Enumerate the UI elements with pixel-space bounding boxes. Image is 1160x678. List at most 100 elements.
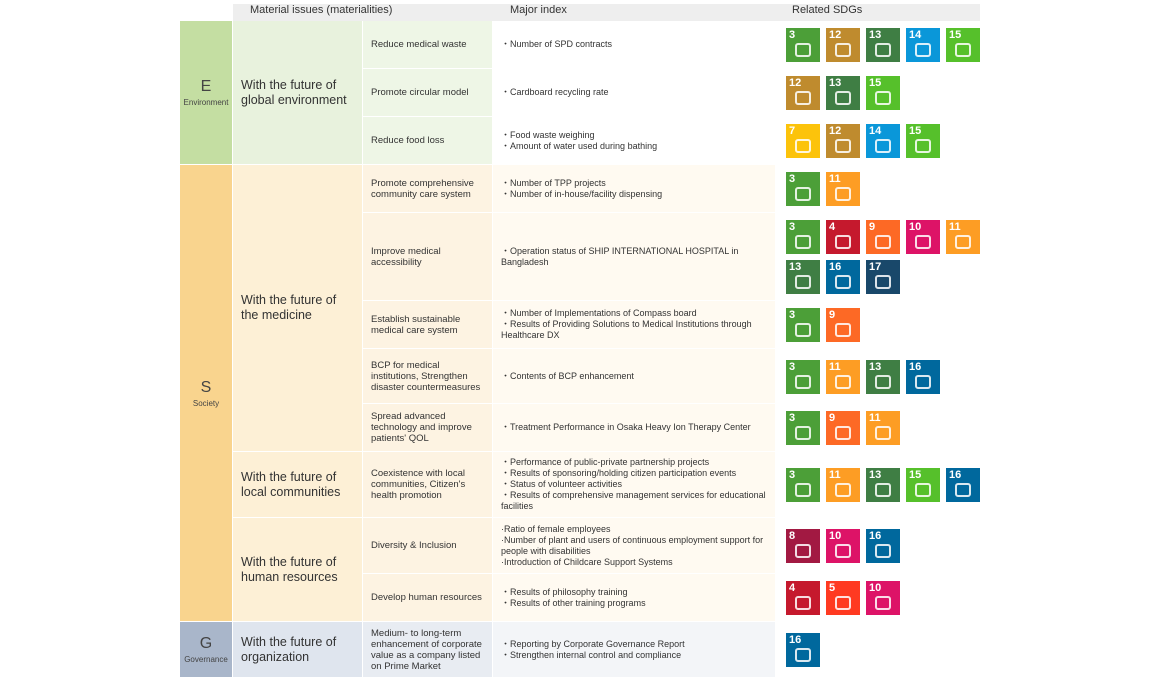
sdg-icon: 16 — [906, 359, 940, 394]
index-line: ・Number of in-house/facility dispensing — [501, 188, 663, 199]
index-cell: ・Number of Implementations of Compass bo… — [493, 301, 776, 349]
sdg-icon: 15 — [906, 468, 940, 502]
sdg-icon: 4 — [786, 581, 820, 615]
sdg-icon: 11 — [866, 411, 900, 445]
index-line: ・Operation status of SHIP INTERNATIONAL … — [501, 245, 739, 267]
sdg-icon: 13 — [866, 359, 900, 394]
sdg-icon: 3 — [786, 28, 820, 62]
sdg-icon: 7 — [786, 124, 820, 158]
pillar-name: Governance — [184, 655, 228, 664]
index-line: ・Number of TPP projects — [501, 177, 606, 188]
pillar-cell: G Governance — [180, 622, 233, 678]
issue: BCP for medical institutions, Strengthen… — [363, 349, 493, 404]
sdg-icon: 12 — [826, 124, 860, 158]
index-line: ·Ratio of female employees — [501, 523, 611, 534]
index-line: ・Status of volunteer activities — [501, 479, 623, 489]
sdg-icon: 10 — [866, 581, 900, 615]
materiality: With the future of human resources — [233, 518, 363, 622]
sdg-icon: 13 — [866, 468, 900, 502]
sdg-icon: 15 — [906, 124, 940, 158]
header-bar — [233, 4, 980, 21]
sdg-icon: 13 — [826, 76, 860, 110]
sdg-icon: 11 — [826, 468, 860, 502]
index-line: ・Results of Providing Solutions to Medic… — [501, 319, 752, 340]
sdg-icon: 3 — [786, 308, 820, 342]
issue: Promote circular model — [363, 69, 493, 117]
sdg-icon: 13 — [866, 28, 900, 62]
sdg-icon: 16 — [946, 468, 980, 502]
materiality: With the future of organization — [233, 622, 363, 678]
pillar-letter: E — [200, 78, 212, 95]
header-materiality: Material issues (materialities) — [250, 4, 393, 16]
pillar-name: Society — [192, 398, 220, 408]
issue: Medium- to long-term enhancement of corp… — [363, 622, 493, 678]
sdg-icon: 11 — [826, 359, 860, 394]
index-line: ・Food waste weighing — [501, 129, 595, 140]
pillar-letter: S — [200, 378, 212, 396]
index-line: ・Performance of public-private partnersh… — [501, 457, 710, 467]
index-cell: ・Results of philosophy training ・Results … — [493, 574, 776, 622]
sdg-icon: 5 — [826, 581, 860, 615]
issue: Coexistence with local communities, Citi… — [363, 452, 493, 518]
index-cell: ・Food waste weighing ・Amount of water use… — [493, 117, 776, 165]
index-line: ・Number of Implementations of Compass bo… — [501, 308, 697, 318]
sdg-icon: 3 — [786, 220, 820, 254]
index-line: ・Results of comprehensive management ser… — [501, 490, 766, 511]
sdg-icon: 9 — [826, 308, 860, 342]
issue: Reduce medical waste — [363, 21, 493, 69]
sdg-icon: 15 — [866, 76, 900, 110]
sdg-icon: 10 — [826, 529, 860, 563]
sdg-icon: 14 — [906, 28, 940, 62]
materiality: With the future of the medicine — [233, 165, 363, 452]
sdg-icon: 11 — [826, 172, 860, 206]
issue: Reduce food loss — [363, 117, 493, 165]
materiality: With the future of local communities — [233, 452, 363, 518]
pillar-name: Environment — [183, 98, 229, 107]
sdg-icon: 3 — [786, 359, 820, 394]
sdg-icon: 4 — [826, 220, 860, 254]
sdg-icon: 9 — [866, 220, 900, 254]
index-cell: ・Number of TPP projects ・Number of in-hou… — [493, 165, 776, 213]
sdg-icon: 3 — [786, 468, 820, 502]
index-line: ・Results of other training programs — [501, 597, 646, 608]
pillar-cell: S Society — [180, 165, 233, 622]
sdg-icon: 17 — [866, 260, 900, 294]
issue: Establish sustainable medical care syste… — [363, 301, 493, 349]
index-line: ・Results of sponsoring/holding citizen p… — [501, 468, 737, 478]
index-cell: ・Contents of BCP enhancement — [493, 349, 776, 404]
issue: Promote comprehensive community care sys… — [363, 165, 493, 213]
index-line: ・Cardboard recycling rate — [501, 87, 609, 97]
header-index: Major index — [510, 4, 567, 16]
issue: Develop human resources — [363, 574, 493, 622]
index-cell: ·Ratio of female employees ·Number of pla… — [493, 518, 776, 574]
index-line: ・Results of philosophy training — [501, 586, 628, 597]
sdg-icon: 3 — [786, 172, 820, 206]
sdg-icon: 11 — [946, 220, 980, 254]
index-line: ・Number of SPD contracts — [501, 39, 613, 49]
index-cell: ・Cardboard recycling rate — [493, 69, 776, 117]
sdg-icon: 12 — [786, 76, 820, 110]
index-line: ・Contents of BCP enhancement — [501, 370, 634, 381]
issue: Spread advanced technology and improve p… — [363, 404, 493, 452]
index-cell: ・Treatment Performance in Osaka Heavy Io… — [493, 404, 776, 452]
index-line: ·Introduction of Childcare Support Syste… — [501, 556, 673, 567]
sdg-icon: 16 — [866, 529, 900, 563]
index-cell: ・Operation status of SHIP INTERNATIONAL … — [493, 213, 776, 301]
index-line: ・Treatment Performance in Osaka Heavy Io… — [501, 422, 751, 432]
index-line: ・Reporting by Corporate Governance Repor… — [501, 638, 685, 649]
index-line: ·Number of plant and users of continuous… — [501, 534, 764, 556]
index-line: ・Amount of water used during bathing — [501, 140, 658, 151]
issue: Diversity & Inclusion — [363, 518, 493, 574]
pillar-cell: E Environment — [180, 21, 233, 165]
header-sdgs: Related SDGs — [792, 4, 863, 16]
sdg-icon: 3 — [786, 411, 820, 445]
issue: Improve medical accessibility — [363, 213, 493, 301]
sdg-icon: 15 — [946, 28, 980, 62]
index-cell: ・Number of SPD contracts — [493, 21, 776, 69]
sdg-icon: 14 — [866, 124, 900, 158]
sdg-icon: 9 — [826, 411, 860, 445]
sdg-icon: 12 — [826, 28, 860, 62]
pillar-letter: G — [199, 635, 213, 652]
sdg-icon: 16 — [786, 633, 820, 667]
